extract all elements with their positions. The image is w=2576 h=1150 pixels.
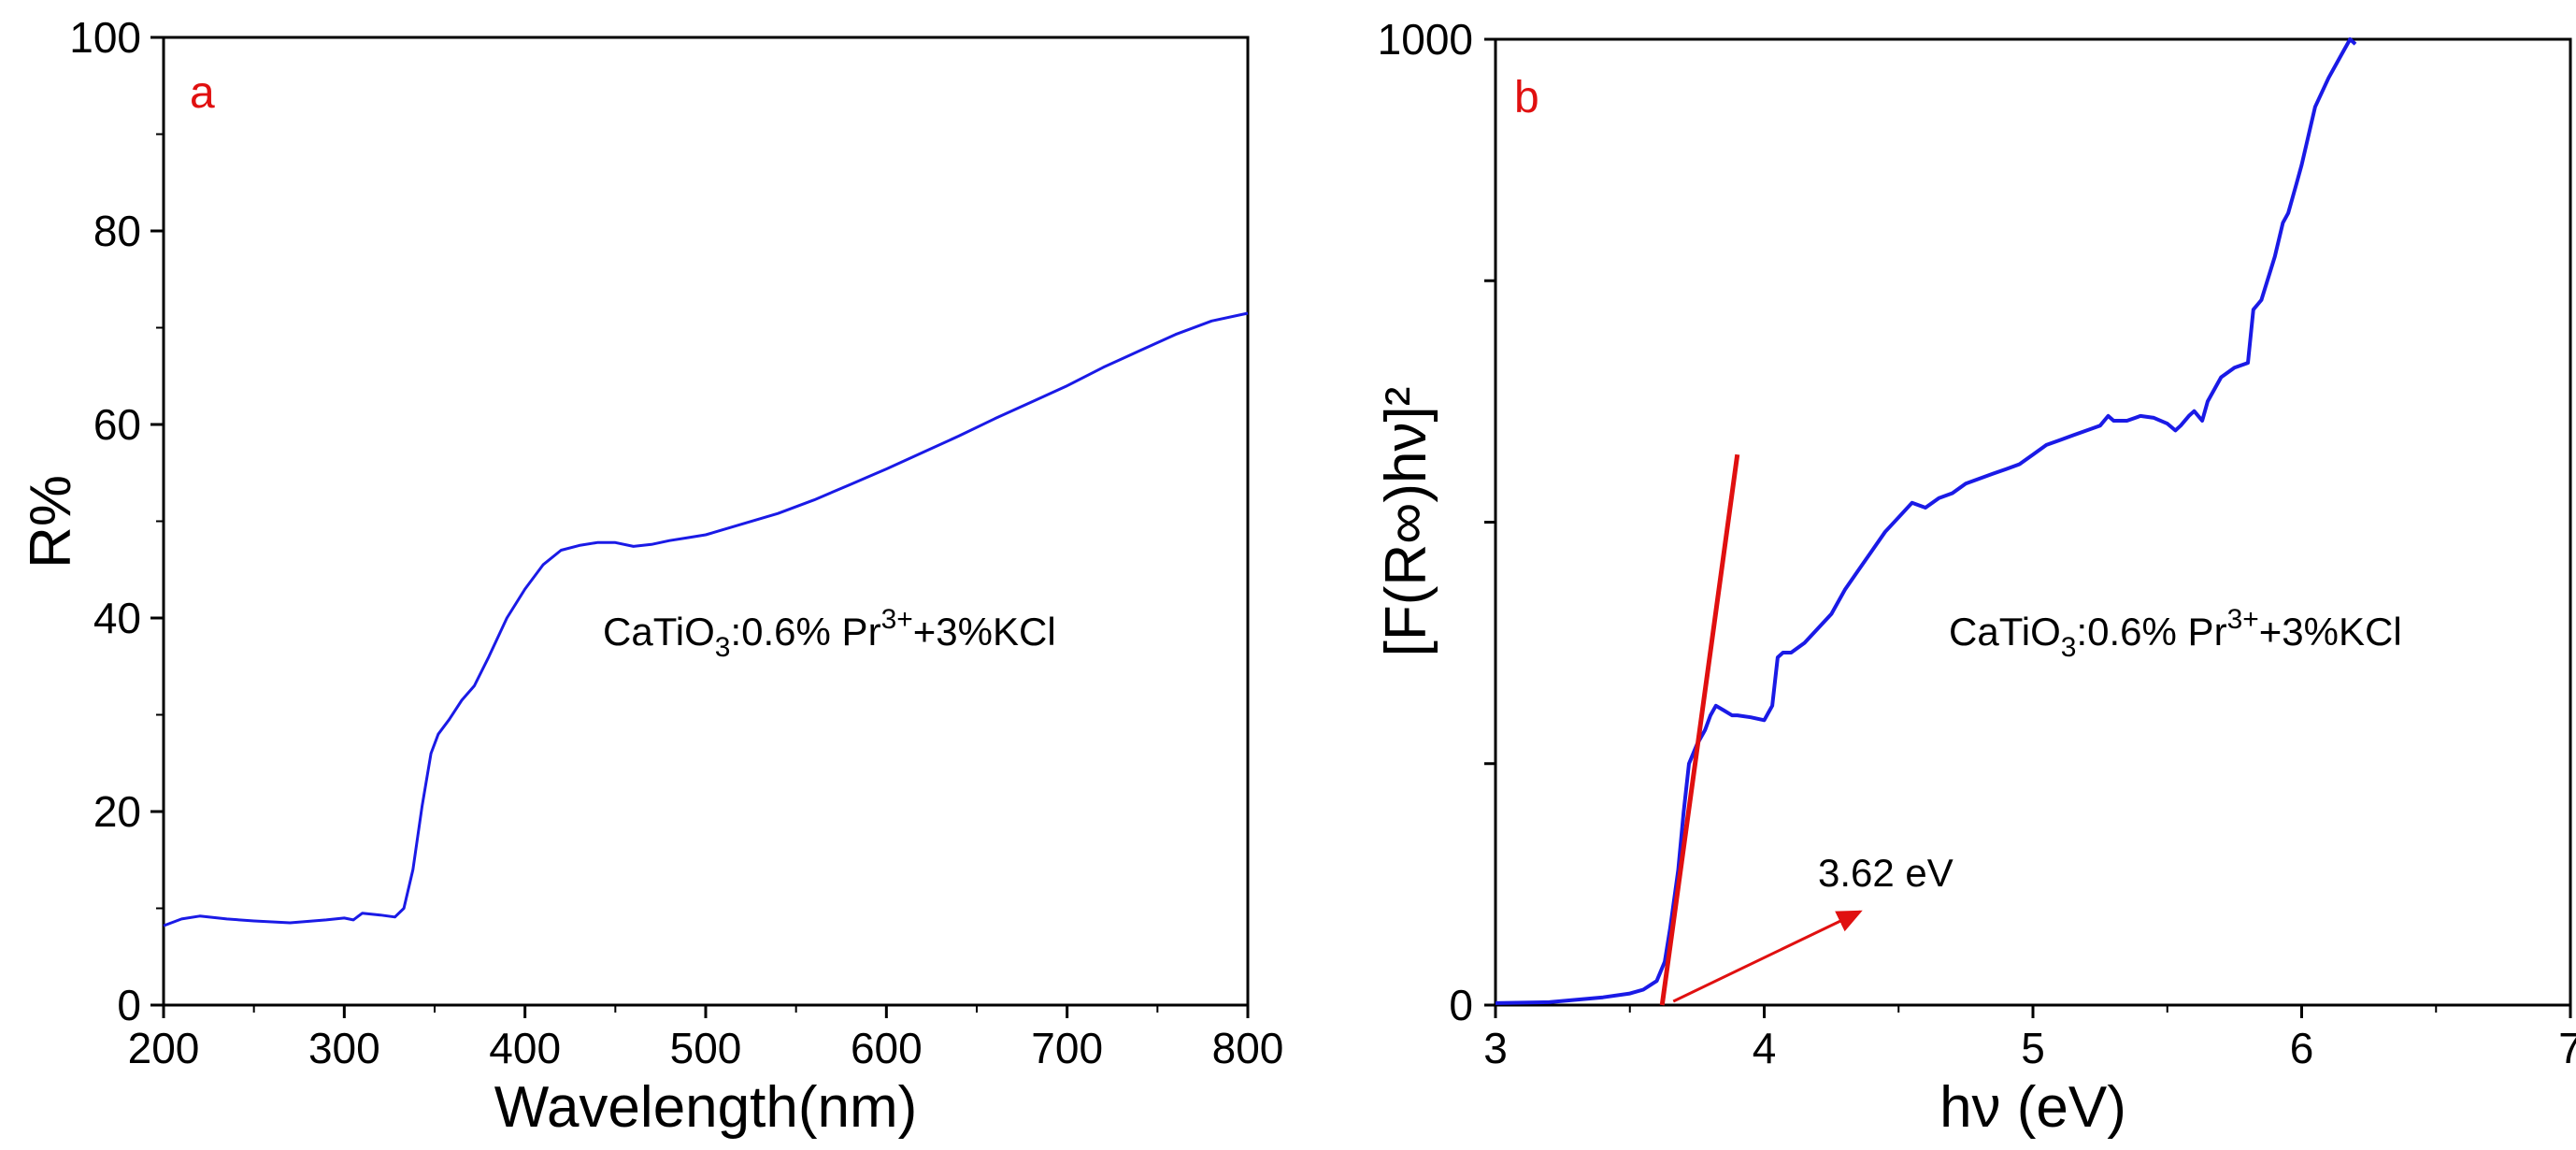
tick-labels-b: 3 4 5 6 7 0 1000 — [1378, 15, 2576, 1072]
panel-b: 3 4 5 6 7 0 1000 3.62 eV b CaTiO3:0.6% Pr3++3%… — [1374, 15, 2576, 1140]
sample-label-b: CaTiO3:0.6% Pr3++3%KCl — [1949, 604, 2402, 663]
y-tick-label: 100 — [69, 13, 141, 62]
band-gap-label: 3.62 eV — [1818, 851, 1953, 895]
y-tick-label: 0 — [117, 981, 141, 1029]
y-tick-label: 0 — [1449, 981, 1473, 1029]
x-tick-label: 7 — [2558, 1024, 2576, 1072]
reflectance-curve — [163, 311, 1249, 927]
tick-labels-a: 200 300 400 500 600 700 800 0 20 40 60 80 100 — [69, 13, 1283, 1072]
x-axis-title-a: Wavelength(nm) — [494, 1075, 918, 1140]
y-tick-label: 60 — [93, 400, 141, 449]
tick-marks-a — [150, 36, 1250, 1018]
x-tick-label: 600 — [851, 1024, 923, 1072]
panel-letter-b: b — [1514, 73, 1539, 122]
x-tick-label: 4 — [1753, 1024, 1777, 1072]
y-tick-label: 40 — [93, 594, 141, 642]
plot-frame-a — [162, 36, 1250, 1007]
x-tick-label: 500 — [670, 1024, 742, 1072]
tangent-fit-line — [1659, 453, 1740, 1006]
plot-frame-b — [1494, 37, 2572, 1007]
band-gap-arrow — [1672, 910, 1863, 1003]
x-tick-label: 400 — [489, 1024, 561, 1072]
x-tick-label: 300 — [308, 1024, 380, 1072]
tick-marks-b — [1484, 37, 2572, 1018]
sample-label-a: CaTiO3:0.6% Pr3++3%KCl — [603, 604, 1056, 663]
kubelka-munk-curve — [1495, 37, 2357, 1005]
y-tick-label: 1000 — [1378, 15, 1473, 64]
x-tick-label: 3 — [1483, 1024, 1508, 1072]
y-tick-label: 20 — [93, 787, 141, 836]
y-tick-label: 80 — [93, 207, 141, 255]
x-tick-label: 200 — [128, 1024, 200, 1072]
x-tick-label: 5 — [2021, 1024, 2045, 1072]
y-axis-title-b: [F(R∞)hν]² — [1374, 387, 1438, 657]
x-tick-label: 800 — [1212, 1024, 1284, 1072]
panel-a: 200 300 400 500 600 700 800 0 20 40 60 80 100 a CaTi… — [19, 13, 1283, 1140]
panel-letter-a: a — [190, 68, 215, 118]
x-tick-label: 700 — [1031, 1024, 1103, 1072]
x-axis-title-b: hν (eV) — [1939, 1075, 2126, 1140]
x-tick-label: 6 — [2290, 1024, 2314, 1072]
y-axis-title-a: R% — [19, 475, 83, 568]
